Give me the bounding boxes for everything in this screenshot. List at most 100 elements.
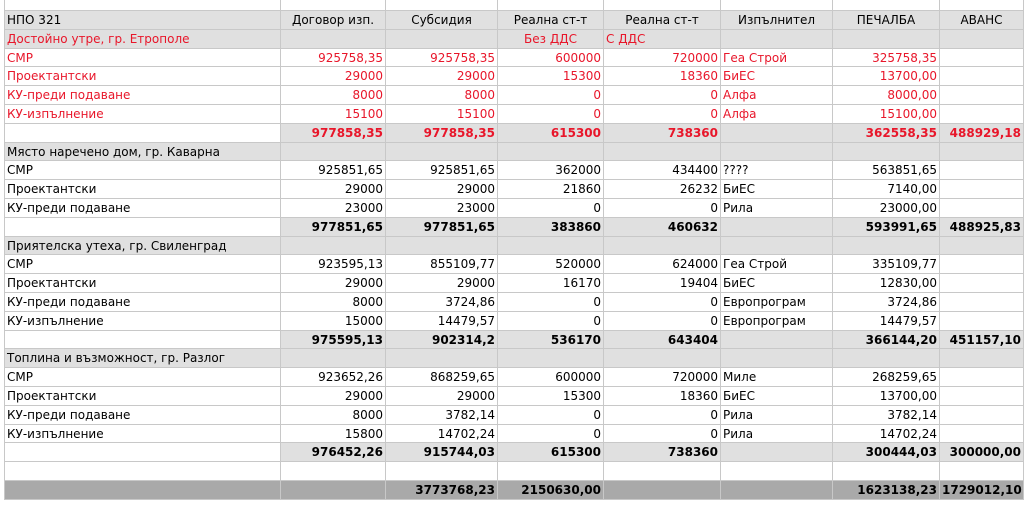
empty-cell[interactable] xyxy=(498,0,604,11)
subsidy-value[interactable]: 14479,57 xyxy=(386,311,498,331)
contractor[interactable]: Алфа xyxy=(721,86,833,105)
profit-value[interactable]: 14702,24 xyxy=(833,424,940,444)
contractor[interactable]: БиЕС xyxy=(721,274,833,293)
empty-cell[interactable] xyxy=(940,236,1024,256)
total-contract[interactable]: 975595,13 xyxy=(281,330,386,350)
total-profit[interactable]: 593991,65 xyxy=(833,217,940,237)
grand-total-advance[interactable]: 1729012,10 xyxy=(940,480,1024,500)
contract-value[interactable]: 23000 xyxy=(281,198,386,218)
advance-value[interactable] xyxy=(940,368,1024,387)
vat-note-incl[interactable] xyxy=(604,349,721,369)
item-name[interactable]: КУ-преди подаване xyxy=(4,405,281,425)
empty-cell[interactable] xyxy=(721,349,833,369)
profit-value[interactable]: 13700,00 xyxy=(833,386,940,406)
subsidy-value[interactable]: 8000 xyxy=(386,86,498,105)
real-cost-incl[interactable]: 0 xyxy=(604,198,721,218)
total-contract[interactable]: 976452,26 xyxy=(281,443,386,463)
vat-note-incl[interactable]: С ДДС xyxy=(604,29,721,49)
total-real-incl[interactable]: 738360 xyxy=(604,123,721,143)
real-cost-excl[interactable]: 600000 xyxy=(498,48,604,68)
real-cost-excl[interactable]: 600000 xyxy=(498,368,604,387)
empty-cell[interactable] xyxy=(281,462,386,481)
subsidy-value[interactable]: 14702,24 xyxy=(386,424,498,444)
contract-value[interactable]: 15800 xyxy=(281,424,386,444)
real-cost-excl[interactable]: 0 xyxy=(498,104,604,124)
subsidy-value[interactable]: 3724,86 xyxy=(386,292,498,312)
profit-value[interactable]: 14479,57 xyxy=(833,311,940,331)
profit-value[interactable]: 325758,35 xyxy=(833,48,940,68)
empty-cell[interactable] xyxy=(940,29,1024,49)
advance-value[interactable] xyxy=(940,424,1024,444)
profit-value[interactable]: 335109,77 xyxy=(833,255,940,275)
project-title[interactable]: Приятелска утеха, гр. Свиленград xyxy=(4,236,281,256)
profit-value[interactable]: 3724,86 xyxy=(833,292,940,312)
real-cost-incl[interactable]: 18360 xyxy=(604,67,721,87)
empty-cell[interactable] xyxy=(940,462,1024,481)
total-real-incl[interactable]: 643404 xyxy=(604,330,721,350)
empty-cell[interactable] xyxy=(721,443,833,463)
contractor[interactable]: Рила xyxy=(721,405,833,425)
item-name[interactable]: Проектантски xyxy=(4,386,281,406)
contractor[interactable]: Миле xyxy=(721,368,833,387)
empty-cell[interactable] xyxy=(940,142,1024,162)
total-profit[interactable]: 362558,35 xyxy=(833,123,940,143)
contract-value[interactable]: 8000 xyxy=(281,292,386,312)
empty-cell[interactable] xyxy=(386,0,498,11)
empty-cell[interactable] xyxy=(721,142,833,162)
contract-value[interactable]: 29000 xyxy=(281,67,386,87)
contractor[interactable]: Геа Строй xyxy=(721,255,833,275)
subsidy-value[interactable]: 29000 xyxy=(386,386,498,406)
empty-cell[interactable] xyxy=(4,330,281,350)
profit-value[interactable]: 23000,00 xyxy=(833,198,940,218)
contract-value[interactable]: 925758,35 xyxy=(281,48,386,68)
total-real-excl[interactable]: 383860 xyxy=(498,217,604,237)
total-advance[interactable]: 488925,83 xyxy=(940,217,1024,237)
real-cost-incl[interactable]: 26232 xyxy=(604,180,721,199)
profit-value[interactable]: 3782,14 xyxy=(833,405,940,425)
contract-value[interactable]: 29000 xyxy=(281,274,386,293)
empty-cell[interactable] xyxy=(721,123,833,143)
empty-cell[interactable] xyxy=(721,480,833,500)
empty-cell[interactable] xyxy=(281,0,386,11)
total-contract[interactable]: 977858,35 xyxy=(281,123,386,143)
item-name[interactable]: СМР xyxy=(4,48,281,68)
item-name[interactable]: КУ-преди подаване xyxy=(4,292,281,312)
advance-value[interactable] xyxy=(940,48,1024,68)
profit-value[interactable]: 7140,00 xyxy=(833,180,940,199)
item-name[interactable]: КУ-изпълнение xyxy=(4,424,281,444)
empty-cell[interactable] xyxy=(721,236,833,256)
empty-cell[interactable] xyxy=(4,0,281,11)
header-cell-1[interactable]: Договор изп. xyxy=(281,11,386,30)
advance-value[interactable] xyxy=(940,292,1024,312)
empty-cell[interactable] xyxy=(281,29,386,49)
subsidy-value[interactable]: 855109,77 xyxy=(386,255,498,275)
subsidy-value[interactable]: 15100 xyxy=(386,104,498,124)
empty-cell[interactable] xyxy=(281,480,386,500)
real-cost-incl[interactable]: 720000 xyxy=(604,48,721,68)
real-cost-excl[interactable]: 362000 xyxy=(498,161,604,181)
empty-cell[interactable] xyxy=(604,0,721,11)
subsidy-value[interactable]: 23000 xyxy=(386,198,498,218)
advance-value[interactable] xyxy=(940,180,1024,199)
real-cost-incl[interactable]: 624000 xyxy=(604,255,721,275)
header-cell-3[interactable]: Реална ст-т xyxy=(498,11,604,30)
project-title[interactable]: Достойно утре, гр. Етрополе xyxy=(4,29,281,49)
contractor[interactable]: Европрограм xyxy=(721,292,833,312)
advance-value[interactable] xyxy=(940,104,1024,124)
total-real-incl[interactable]: 460632 xyxy=(604,217,721,237)
real-cost-incl[interactable]: 19404 xyxy=(604,274,721,293)
subsidy-value[interactable]: 3782,14 xyxy=(386,405,498,425)
item-name[interactable]: КУ-преди подаване xyxy=(4,86,281,105)
profit-value[interactable]: 563851,65 xyxy=(833,161,940,181)
profit-value[interactable]: 15100,00 xyxy=(833,104,940,124)
real-cost-excl[interactable]: 0 xyxy=(498,405,604,425)
header-cell-4[interactable]: Реална ст-т xyxy=(604,11,721,30)
contractor[interactable]: БиЕС xyxy=(721,67,833,87)
subsidy-value[interactable]: 925851,65 xyxy=(386,161,498,181)
real-cost-excl[interactable]: 0 xyxy=(498,311,604,331)
real-cost-excl[interactable]: 520000 xyxy=(498,255,604,275)
item-name[interactable]: КУ-преди подаване xyxy=(4,198,281,218)
vat-note-excl[interactable]: Без ДДС xyxy=(498,29,604,49)
empty-cell[interactable] xyxy=(604,462,721,481)
item-name[interactable]: Проектантски xyxy=(4,67,281,87)
